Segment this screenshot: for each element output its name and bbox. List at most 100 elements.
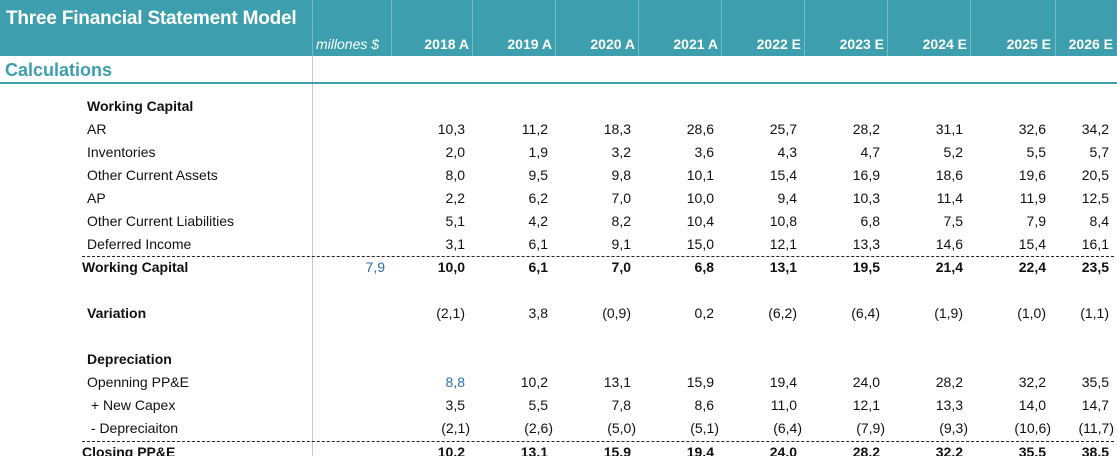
table-cell[interactable]: (1,9) [934, 305, 963, 321]
table-cell[interactable]: 6,1 [528, 259, 548, 275]
table-cell[interactable]: 6,8 [694, 259, 714, 275]
table-cell[interactable]: 16,9 [852, 167, 880, 183]
table-cell[interactable]: 11,4 [936, 190, 963, 206]
table-cell[interactable]: 10,3 [852, 190, 880, 206]
row-label[interactable]: Other Current Assets [87, 167, 218, 183]
row-label[interactable]: Inventories [87, 144, 156, 160]
table-cell[interactable]: (6,4) [773, 420, 802, 436]
section-title-calculations[interactable]: Calculations [5, 60, 113, 80]
table-cell[interactable]: 32,6 [1018, 121, 1046, 137]
table-cell[interactable]: (1,1) [1080, 305, 1109, 321]
table-cell[interactable]: 13,3 [935, 397, 963, 413]
table-cell[interactable]: (2,1) [436, 305, 465, 321]
table-cell[interactable]: (6,4) [851, 305, 880, 321]
row-label[interactable]: AR [87, 121, 107, 137]
table-cell[interactable]: 15,9 [686, 374, 714, 390]
table-cell[interactable]: 0,2 [694, 305, 714, 321]
table-cell[interactable]: (7,9) [856, 420, 885, 436]
table-cell[interactable]: 7,0 [611, 259, 631, 275]
table-cell[interactable]: 12,1 [852, 397, 880, 413]
table-cell[interactable]: 28,2 [852, 121, 880, 137]
table-cell[interactable]: (11,7) [1078, 420, 1114, 436]
table-cell[interactable]: 11,0 [770, 397, 797, 413]
table-cell[interactable]: 4,7 [860, 144, 880, 160]
year-header[interactable]: 2021 A [673, 36, 718, 52]
table-cell[interactable]: 10,8 [769, 213, 797, 229]
year-header[interactable]: 2020 A [590, 36, 635, 52]
table-cell[interactable]: (2,1) [441, 420, 470, 436]
prior-value-cell[interactable]: 7,9 [365, 259, 385, 275]
table-cell[interactable]: 11,9 [1019, 190, 1046, 206]
table-cell[interactable]: 10,4 [686, 213, 714, 229]
units-label[interactable]: millones $ [316, 36, 380, 52]
table-cell[interactable]: (10,6) [1014, 420, 1051, 436]
table-cell[interactable]: 12,5 [1081, 190, 1109, 206]
table-cell[interactable]: 3,8 [528, 305, 548, 321]
table-cell[interactable]: 8,6 [694, 397, 714, 413]
table-cell[interactable]: 9,5 [528, 167, 548, 183]
table-cell[interactable]: 4,3 [777, 144, 797, 160]
row-label[interactable]: + New Capex [87, 397, 176, 413]
table-cell[interactable]: 15,4 [1018, 236, 1046, 252]
table-cell[interactable]: 9,1 [611, 236, 631, 252]
row-label[interactable]: Working Capital [82, 259, 189, 275]
table-cell[interactable]: 11,2 [521, 121, 548, 137]
table-cell[interactable]: 25,7 [769, 121, 797, 137]
table-cell[interactable]: 13,3 [852, 236, 880, 252]
year-header[interactable]: 2023 E [839, 36, 884, 52]
table-cell[interactable]: 5,5 [1026, 144, 1046, 160]
table-cell[interactable]: 2,0 [445, 144, 465, 160]
table-cell[interactable]: 5,2 [943, 144, 963, 160]
table-cell[interactable]: 10,1 [686, 167, 714, 183]
table-cell[interactable]: 5,7 [1089, 144, 1109, 160]
table-cell[interactable]: (5,0) [607, 420, 636, 436]
table-cell[interactable]: 21,4 [935, 259, 963, 275]
table-cell[interactable]: (2,6) [524, 420, 553, 436]
table-cell[interactable]: 8,2 [611, 213, 631, 229]
table-cell[interactable]: 4,2 [528, 213, 548, 229]
row-label[interactable]: Openning PP&E [87, 374, 189, 390]
table-cell[interactable]: 35,5 [1018, 444, 1046, 456]
table-cell[interactable]: 3,5 [445, 397, 465, 413]
table-cell[interactable]: 7,8 [611, 397, 631, 413]
row-label[interactable]: Variation [87, 305, 147, 321]
table-cell[interactable]: (0,9) [602, 305, 631, 321]
table-cell[interactable]: 28,6 [686, 121, 714, 137]
table-cell[interactable]: 32,2 [935, 444, 963, 456]
year-header[interactable]: 2018 A [424, 36, 469, 52]
year-header[interactable]: 2022 E [756, 36, 801, 52]
table-cell[interactable]: 22,4 [1018, 259, 1046, 275]
table-cell[interactable]: 13,1 [769, 259, 797, 275]
table-cell[interactable]: 6,8 [860, 213, 880, 229]
table-cell[interactable]: 10,0 [437, 259, 465, 275]
table-cell[interactable]: 14,0 [1018, 397, 1046, 413]
table-cell[interactable]: 10,3 [437, 121, 465, 137]
table-cell[interactable]: 5,1 [445, 213, 465, 229]
table-cell[interactable]: 5,5 [528, 397, 548, 413]
table-cell[interactable]: 24,0 [852, 374, 880, 390]
table-cell[interactable]: 19,4 [769, 374, 797, 390]
table-cell[interactable]: 7,9 [1026, 213, 1046, 229]
table-cell[interactable]: 3,6 [694, 144, 714, 160]
table-cell[interactable]: 9,4 [777, 190, 797, 206]
table-cell[interactable]: 34,2 [1081, 121, 1109, 137]
year-header[interactable]: 2025 E [1006, 36, 1051, 52]
row-label[interactable]: - Depreciaiton [87, 420, 179, 436]
table-cell[interactable]: 23,5 [1081, 259, 1109, 275]
table-cell[interactable]: 2,2 [445, 190, 465, 206]
table-cell[interactable]: 10,2 [520, 374, 548, 390]
table-cell[interactable]: (6,2) [768, 305, 797, 321]
table-cell[interactable]: 6,2 [528, 190, 548, 206]
subsection-title-depreciation[interactable]: Depreciation [87, 351, 172, 367]
subsection-title-working-capital[interactable]: Working Capital [87, 98, 194, 114]
sheet-title[interactable]: Three Financial Statement Model [6, 8, 297, 29]
table-cell[interactable]: 12,1 [769, 236, 797, 252]
table-cell[interactable]: 6,1 [528, 236, 548, 252]
table-cell[interactable]: 19,6 [1018, 167, 1046, 183]
row-label[interactable]: AP [87, 190, 106, 206]
year-header[interactable]: 2024 E [922, 36, 967, 52]
table-cell[interactable]: 13,1 [603, 374, 631, 390]
row-label[interactable]: Closing PP&E [82, 444, 176, 456]
table-cell[interactable]: 20,5 [1081, 167, 1109, 183]
row-label[interactable]: Other Current Liabilities [87, 213, 235, 229]
